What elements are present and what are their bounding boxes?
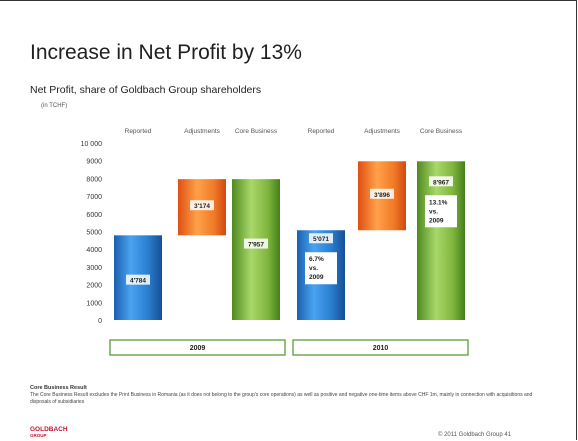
value-label-bg: [429, 176, 453, 187]
value-label: 3'174: [194, 203, 210, 210]
value-label: 7'957: [248, 242, 264, 249]
unit-label: (in TCHF): [41, 103, 68, 109]
growth-note-line: 6.7%: [309, 256, 324, 263]
y-tick-label: 3000: [86, 265, 102, 272]
growth-note-line: 13.1%: [429, 199, 448, 206]
y-tick-label: 2000: [86, 283, 102, 290]
bar-header: Adjustments: [364, 128, 401, 135]
value-label: 5'071: [313, 236, 329, 243]
y-tick-label: 5000: [86, 230, 102, 237]
value-label: 8'967: [433, 179, 449, 186]
year-box-2010: [292, 339, 469, 356]
growth-note-bg: [305, 252, 337, 285]
y-tick-label: 1000: [86, 300, 102, 307]
slide-title: Increase in Net Profit by 13%: [30, 41, 302, 64]
y-tick-label: 10 000: [81, 141, 103, 148]
value-label-bg: [244, 238, 268, 249]
year-label: 2009: [190, 345, 206, 352]
value-label-bg: [126, 274, 150, 285]
growth-note-line: vs.: [429, 208, 438, 215]
growth-note-line: 2009: [309, 274, 324, 281]
logo-sub: GROUP: [30, 433, 47, 438]
value-label-bg: [370, 188, 394, 199]
y-tick-label: 9000: [86, 159, 102, 166]
value-label-bg: [309, 233, 333, 244]
year-box-2009: [109, 339, 286, 356]
year-label: 2010: [373, 345, 389, 352]
y-tick-label: 0: [98, 318, 102, 325]
growth-note-bg: [425, 195, 457, 228]
growth-note-line: 2009: [429, 217, 444, 224]
logo-text: GOLDBACH: [30, 426, 68, 433]
note-text: The Core Business Result excludes the Pr…: [30, 392, 533, 405]
bar-header: Reported: [125, 128, 152, 135]
value-label: 3'896: [374, 192, 390, 199]
y-tick-label: 6000: [86, 212, 102, 219]
bar-core-2009: [232, 179, 280, 320]
y-tick-label: 8000: [86, 176, 102, 183]
bar-header: Core Business: [235, 128, 278, 135]
bar-header: Adjustments: [184, 128, 221, 135]
bar-header: Reported: [308, 128, 335, 135]
bar-core-2010: [417, 161, 465, 320]
bar-header: Core Business: [420, 128, 463, 135]
note-title: Core Business Result: [30, 385, 87, 391]
y-tick-label: 7000: [86, 194, 102, 201]
footer-copyright: © 2011 Goldbach Group 41: [438, 432, 512, 438]
chart-subtitle: Net Profit, share of Goldbach Group shar…: [30, 84, 262, 96]
y-tick-label: 4000: [86, 247, 102, 254]
value-label-bg: [190, 200, 214, 211]
goldbach-logo: GOLDBACH GROUP: [30, 426, 68, 439]
value-label: 4'784: [130, 278, 146, 285]
growth-note-line: vs.: [309, 265, 318, 272]
